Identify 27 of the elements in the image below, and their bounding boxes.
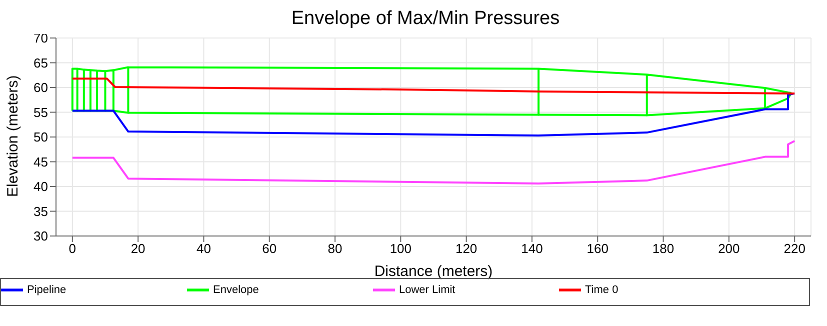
chart-title: Envelope of Max/Min Pressures bbox=[291, 8, 560, 29]
x-tick-label: 0 bbox=[68, 241, 76, 256]
x-tick-label: 140 bbox=[521, 241, 543, 256]
x-tick-label: 160 bbox=[586, 241, 608, 256]
legend-label: Lower Limit bbox=[399, 283, 456, 298]
legend-label: Envelope bbox=[213, 283, 260, 298]
x-tick-label: 40 bbox=[196, 241, 211, 256]
x-tick-label: 100 bbox=[390, 241, 412, 256]
x-tick-label: 20 bbox=[130, 241, 146, 256]
legend-label: Time 0 bbox=[585, 283, 620, 298]
y-tick-label: 50 bbox=[34, 130, 48, 145]
y-tick-label: 30 bbox=[34, 228, 48, 244]
x-tick-label: 220 bbox=[784, 241, 806, 256]
x-tick-label: 60 bbox=[262, 241, 277, 256]
y-tick-label: 40 bbox=[34, 179, 48, 194]
x-tick-label: 120 bbox=[455, 241, 478, 256]
y-tick-label: 55 bbox=[34, 104, 48, 120]
x-axis-title: Distance (meters) bbox=[374, 263, 493, 280]
legend-label: Pipeline bbox=[27, 283, 68, 298]
x-tick-label: 200 bbox=[718, 241, 740, 256]
y-tick-label: 65 bbox=[34, 55, 48, 70]
y-tick-label: 60 bbox=[34, 80, 48, 96]
x-tick-label: 180 bbox=[652, 241, 674, 256]
y-tick-label: 45 bbox=[34, 154, 48, 170]
x-tick-label: 80 bbox=[328, 241, 342, 256]
y-tick-label: 35 bbox=[34, 204, 48, 219]
y-axis-title: Elevation (meters) bbox=[4, 75, 22, 197]
